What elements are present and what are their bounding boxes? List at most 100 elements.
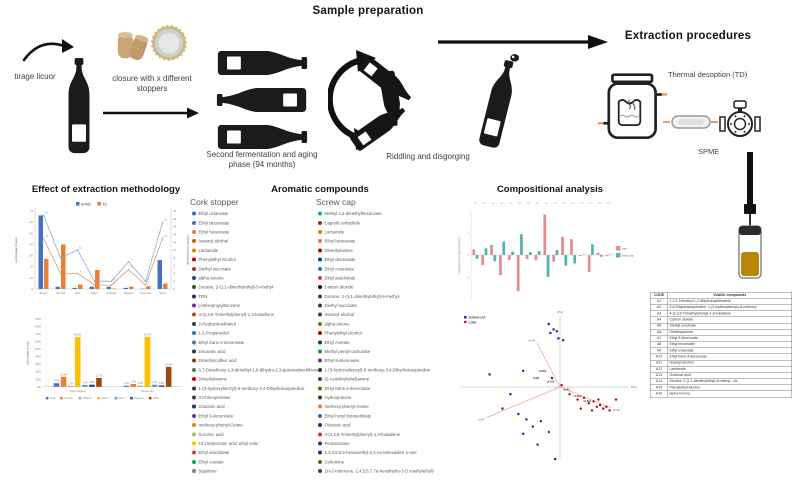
svg-text:Other: Other [153, 397, 159, 400]
svg-text:2.8%: 2.8% [89, 381, 95, 384]
svg-text:CORK: CORK [469, 320, 477, 324]
compound-bullet-icon [192, 459, 196, 464]
cork-compound-list: Ethyl octanoate Ethyl decanoate Ethyl hexa… [192, 209, 342, 479]
svg-text:4.7%: 4.7% [54, 380, 60, 383]
compound-item: Caprylic anhydride [318, 218, 468, 227]
compound-bullet-icon [318, 257, 322, 262]
svg-text:-2: -2 [467, 277, 470, 280]
compound-bullet-icon [318, 432, 322, 437]
compound-bullet-icon [318, 469, 322, 474]
svg-text:8: 8 [173, 256, 175, 260]
compound-item: Ethyl hexyl butanedioate [318, 411, 468, 420]
svg-text:Terpenes: Terpenes [140, 291, 152, 295]
svg-text:2.7%: 2.7% [152, 381, 158, 384]
compound-bullet-icon [192, 294, 196, 299]
table-cell: alpha-Ionone [667, 390, 792, 398]
svg-text:ch-B11: ch-B11 [583, 401, 591, 403]
compound-label: Decanoic acid [198, 349, 226, 355]
compound-label: 4-(2,3,6-Trimethylphenyl)-1,3-butadiene [198, 312, 275, 318]
compound-bullet-icon [192, 321, 196, 326]
compound-item: Ethyl decanoate [318, 255, 468, 264]
compound-label: Diethyl succinate [324, 303, 357, 309]
svg-text:2.4%: 2.4% [82, 381, 88, 384]
compound-label: (2-Aziridinylethyl)amine [324, 376, 370, 382]
compound-item: Succinic acid [192, 430, 342, 439]
compound-item: p-Diisopropylbenzene [192, 301, 342, 310]
svg-text:Ketones: Ketones [106, 291, 117, 295]
compound-bullet-icon [318, 303, 322, 308]
compound-label: Squalene [198, 468, 217, 474]
compound-label: 1-(3-hydroxybenzyl)-6-methoxy-3,4-Dihydr… [198, 385, 305, 391]
compound-label: 3-Chloropentane [198, 395, 231, 400]
svg-text:18: 18 [173, 217, 177, 221]
compound-label: Ethyl 9-decenoate [324, 358, 360, 364]
svg-text:1.4%: 1.4% [123, 382, 129, 385]
compound-bullet-icon [192, 367, 196, 372]
compound-item: Diethyl succinate [318, 301, 468, 310]
compound-label: Octanoic acid [198, 404, 225, 410]
svg-text:SPME: SPME [81, 202, 92, 206]
horizontal-bottle-icon [217, 125, 308, 149]
compound-item: Ethyl arachidate [318, 273, 468, 282]
compound-bullet-icon [318, 377, 322, 382]
closure-label: closure with x different stoppers [112, 74, 192, 93]
compound-item: 10-Undecenoic acid, ethyl ester [192, 439, 342, 448]
compound-label: Caprylic anhydride [324, 220, 361, 226]
compound-item: 2,3,4,5,6,6-hexamethyl-2,4-cyclohexadien… [318, 448, 468, 457]
svg-text:Esters: Esters [101, 397, 109, 400]
compound-bullet-icon [318, 404, 322, 409]
compound-label: TDN [198, 293, 208, 299]
compound-item: 1-(3-hydroxybenzyl)-6-methoxy-3,4-Dihydr… [192, 384, 342, 393]
svg-text:A10: A10 [553, 202, 558, 205]
svg-text:Screw cap: Screw cap [141, 389, 154, 393]
svg-text:3.7%: 3.7% [131, 380, 137, 383]
compound-item: Isoamyl alcohol [318, 310, 468, 319]
compound-label: Ethyl decanoate [324, 257, 356, 263]
compound-bullet-icon [318, 441, 322, 446]
compound-item: Pentacosane [318, 439, 468, 448]
svg-text:A16: A16 [607, 202, 612, 205]
compound-item: Dimethylamine [318, 246, 468, 255]
compound-label: Isoamyl alcohol [324, 312, 355, 318]
compound-label: 10-Undecenoic acid, ethyl ester [198, 440, 259, 446]
extraction-methodology-title: Effect of extraction methodology [31, 184, 181, 195]
svg-text:percentage of area: percentage of area [14, 237, 18, 263]
spme-label: SPME [698, 147, 720, 156]
svg-text:19: 19 [45, 211, 48, 214]
compound-item: Ethyl Acetate [318, 338, 468, 347]
svg-text:Alkanes: Alkanes [124, 291, 134, 295]
svg-text:1.8%: 1.8% [159, 382, 165, 385]
svg-text:Ether: Ether [91, 291, 98, 295]
compound-label: p-Diisopropylbenzene [198, 303, 241, 309]
crown-cap-icon [150, 24, 188, 62]
compound-bullet-icon [192, 239, 196, 244]
svg-text:11.7%: 11.7% [96, 374, 104, 377]
compound-bullet-icon [192, 340, 196, 345]
horizontal-bottle-icon [217, 51, 308, 75]
svg-text:TD: TD [102, 202, 107, 206]
svg-text:ch-B14: ch-B14 [539, 370, 547, 373]
compound-bullet-icon [318, 331, 322, 336]
svg-text:10: 10 [79, 247, 82, 250]
compound-item: Ethyl octanoate [192, 209, 342, 218]
compound-item: Methyl pentyl carbonate [318, 347, 468, 356]
svg-text:7: 7 [131, 258, 133, 261]
compound-label: Ethyl octanoate [324, 266, 355, 272]
svg-text:0%: 0% [37, 385, 42, 389]
svg-text:10: 10 [173, 248, 177, 252]
cork-stopper-header: Cork stopper [190, 197, 239, 207]
compound-label: Ethyl octanoate [198, 211, 229, 217]
compound-item: Methyl 2,4-dimethylhexanoate [318, 209, 468, 218]
svg-text:5: 5 [131, 266, 133, 269]
svg-text:Alcohol: Alcohol [64, 397, 73, 400]
compound-item: Lactamide [318, 227, 468, 236]
svg-text:A6: A6 [519, 202, 522, 205]
compound-label: 6,7-Dimethoxy-1,4-dimethyl-1,6-dihydro-2… [198, 367, 320, 373]
compound-item: Diethyl succinate [192, 264, 342, 273]
svg-text:13: 13 [164, 235, 167, 238]
fermentation-label: Second fermentation and aging phase (94 … [206, 150, 318, 169]
compound-bullet-icon [318, 321, 322, 326]
compound-item: Ethyl arachidate [192, 448, 342, 457]
riddling-bottles-icon [328, 50, 412, 151]
svg-text:1: 1 [97, 282, 99, 285]
